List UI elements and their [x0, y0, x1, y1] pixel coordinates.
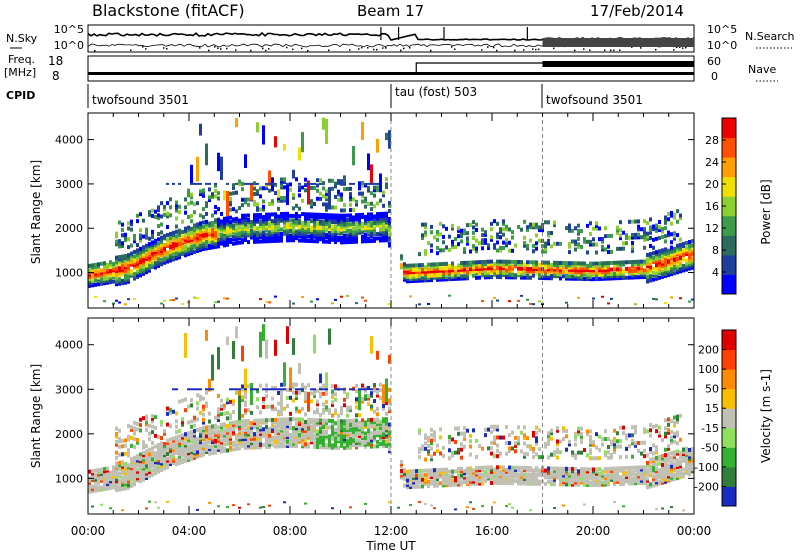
time-axis: 00:00 04:00 08:00 12:00 16:00 20:00 00:00 — [71, 524, 712, 538]
power-colorbar: 28 24 20 16 12 8 4 — [705, 117, 737, 295]
colorbar-swatch — [722, 486, 736, 507]
yaxis-tick-label: 1000 — [55, 267, 83, 280]
colorbar-tick-label: 200 — [698, 344, 719, 357]
nsky-panel: N.Sky 10^5 10^0 10^5 10^0 N.Search — [6, 23, 795, 53]
colorbar-swatch — [722, 215, 736, 236]
yaxis-tick-label: 2000 — [55, 222, 83, 235]
cpid-label: CPID — [6, 89, 35, 102]
nave-tick-bottom: 0 — [711, 70, 718, 83]
yaxis-tick-label: 4000 — [55, 134, 83, 147]
beam-title: Beam 17 — [357, 2, 424, 20]
nsearch-tick-bottom: 10^0 — [707, 39, 737, 52]
colorbar-swatch — [722, 408, 736, 429]
colorbar-swatch — [722, 176, 736, 197]
freq-label: Freq. — [8, 53, 35, 66]
colorbar-swatch — [722, 466, 736, 487]
colorbar-tick-label: -15 — [701, 422, 719, 435]
xaxis-label: Time UT — [365, 539, 416, 553]
nave-label: Nave — [748, 63, 776, 76]
freq-tick-bottom: 8 — [52, 69, 60, 83]
colorbar-tick-label: 12 — [705, 222, 719, 235]
colorbar-swatch — [722, 447, 736, 468]
colorbar-tick-label: 4 — [712, 266, 719, 279]
colorbar-swatch — [722, 369, 736, 390]
colorbar-swatch — [722, 330, 736, 351]
colorbar-tick-label: -200 — [694, 480, 719, 493]
xaxis-tick-label: 00:00 — [677, 524, 712, 538]
yaxis-tick-label: 3000 — [55, 178, 83, 191]
xaxis-tick-label: 16:00 — [475, 524, 510, 538]
nsky-label: N.Sky — [6, 32, 38, 45]
colorbar-tick-label: 50 — [705, 383, 719, 396]
colorbar-swatch — [722, 137, 736, 158]
nave-tick-top: 60 — [707, 55, 721, 68]
colorbar-swatch — [722, 349, 736, 370]
velocity-panel: 4000 3000 2000 1000 Slant Range [km] 200 100… — [29, 317, 773, 515]
yaxis-tick-label: 2000 — [55, 428, 83, 441]
station-title: Blackstone (fitACF) — [92, 1, 245, 20]
colorbar-tick-label: 24 — [705, 156, 719, 169]
velocity-colorbar-label: Velocity [m s-1] — [759, 369, 773, 463]
power-colorbar-label: Power [dB] — [759, 179, 773, 244]
xaxis-tick-label: 12:00 — [374, 524, 409, 538]
yaxis-tick-label: 1000 — [55, 472, 83, 485]
yaxis-tick-label: 3000 — [55, 383, 83, 396]
colorbar-swatch — [722, 235, 736, 256]
cpid-row: CPID twofsound 3501 tau (fost) 503 twofs… — [6, 84, 643, 108]
power-panel: 4000 3000 2000 1000 Slant Range [km] 28 24 20… — [29, 112, 773, 309]
colorbar-tick-label: 8 — [712, 244, 719, 257]
colorbar-tick-label: 20 — [705, 178, 719, 191]
colorbar-tick-label: -50 — [701, 441, 719, 454]
colorbar-swatch — [722, 118, 736, 139]
xaxis-tick-label: 04:00 — [172, 524, 207, 538]
colorbar-swatch — [722, 254, 736, 275]
velocity-colorbar: 200 100 50 15 -15 -50 -100 -200 — [694, 329, 737, 507]
nsearch-tick-top: 10^5 — [707, 23, 737, 36]
nsky-tick-bottom: 10^0 — [54, 39, 84, 52]
date-title: 17/Feb/2014 — [590, 2, 684, 20]
xaxis-tick-label: 20:00 — [576, 524, 611, 538]
colorbar-tick-label: 16 — [705, 200, 719, 213]
colorbar-swatch — [722, 157, 736, 178]
nsearch-label: N.Search — [745, 30, 795, 43]
nsky-tick-top: 10^5 — [54, 23, 84, 36]
colorbar-tick-label: 100 — [698, 363, 719, 376]
xaxis-tick-label: 08:00 — [273, 524, 308, 538]
cpid-segment-2: tau (fost) 503 — [395, 85, 477, 99]
freq-panel: Freq. [MHz] 18 8 60 0 Nave — [4, 53, 778, 83]
freq-unit: [MHz] — [4, 66, 36, 79]
nave-trace — [88, 72, 694, 75]
colorbar-swatch — [722, 274, 736, 295]
velocity-heatmap — [88, 318, 694, 514]
velocity-ylabel: Slant Range [km] — [29, 364, 43, 468]
cpid-segment-1: twofsound 3501 — [92, 93, 189, 107]
colorbar-swatch — [722, 388, 736, 409]
colorbar-tick-label: 28 — [705, 134, 719, 147]
xaxis-tick-label: 00:00 — [71, 524, 106, 538]
cpid-segment-3: twofsound 3501 — [546, 93, 643, 107]
freq-tick-top: 18 — [48, 54, 63, 68]
colorbar-tick-label: -100 — [694, 461, 719, 474]
power-ylabel: Slant Range [km] — [29, 160, 43, 264]
colorbar-tick-label: 15 — [705, 402, 719, 415]
colorbar-swatch — [722, 427, 736, 448]
yaxis-tick-label: 4000 — [55, 339, 83, 352]
colorbar-swatch — [722, 196, 736, 217]
power-heatmap — [88, 113, 694, 308]
